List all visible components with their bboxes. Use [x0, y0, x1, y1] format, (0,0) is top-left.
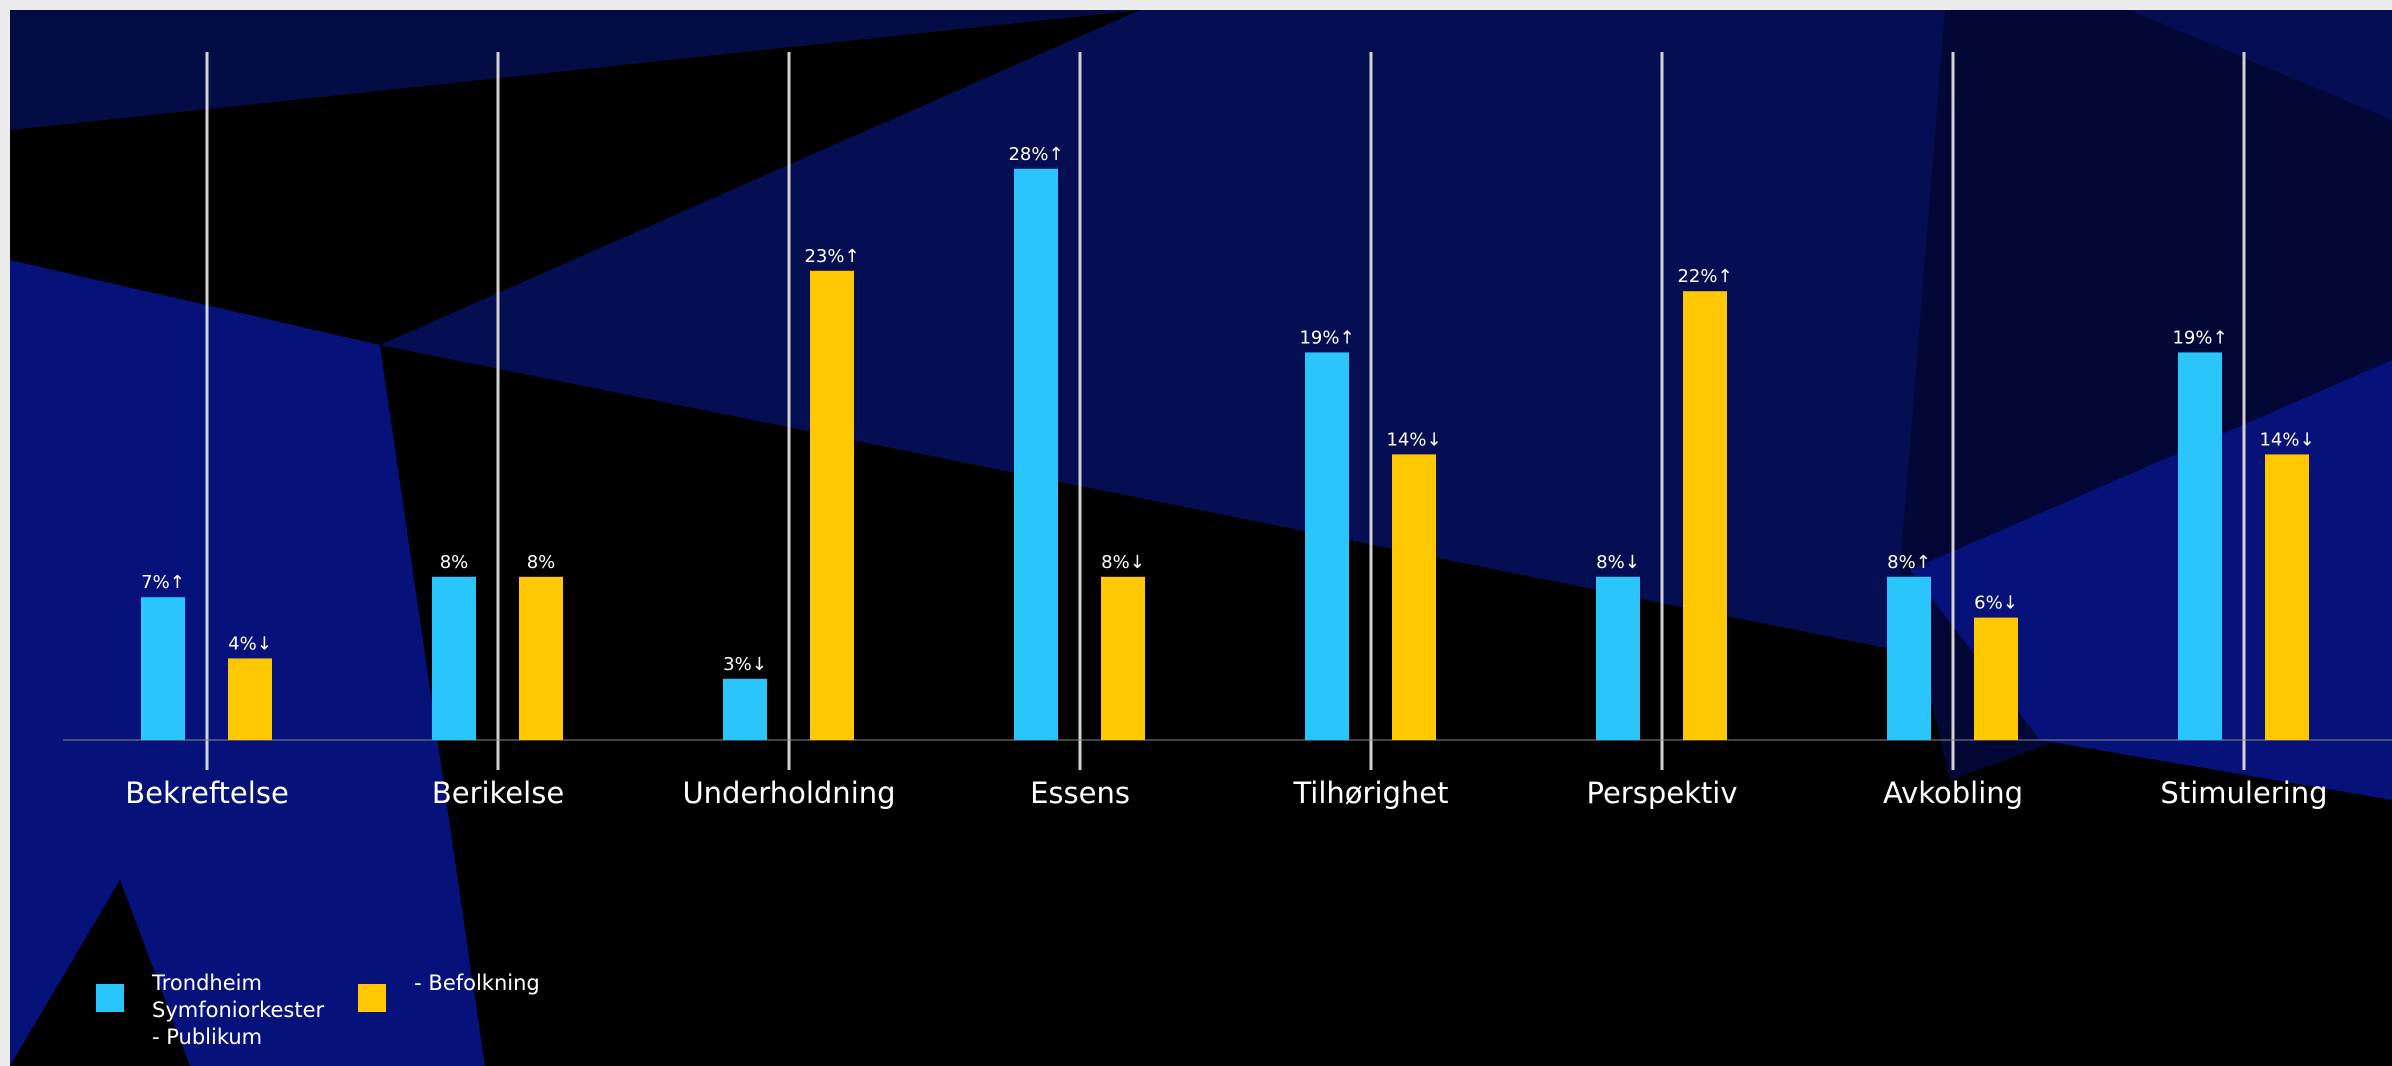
background-shape [10, 10, 1140, 130]
bar-befolkning [1101, 576, 1145, 740]
legend-item-publikum: Trondheim Symfoniorkester - Publikum [96, 970, 324, 1051]
background-shape [10, 880, 190, 1066]
bar-publikum [141, 597, 185, 740]
bar-befolkning [1683, 291, 1727, 740]
legend-label: - Befolkning [414, 971, 540, 995]
data-label: 28%↑ [1008, 144, 1063, 165]
legend-swatch [96, 984, 124, 1012]
data-label: 3%↓ [723, 654, 767, 675]
background-shape [380, 10, 2392, 750]
data-label: 8%↓ [1101, 552, 1145, 573]
bar-publikum [723, 678, 767, 740]
bar-publikum [1887, 576, 1931, 740]
category-label: Berikelse [432, 776, 564, 810]
data-label: 19%↑ [1299, 327, 1354, 348]
data-label: 6%↓ [1974, 593, 2018, 614]
legend-swatch [358, 984, 387, 1012]
bar-befolkning [1974, 617, 2018, 740]
bars [141, 168, 2309, 741]
category-label: Stimulering [2160, 776, 2327, 810]
data-label: 7%↑ [141, 572, 185, 593]
category-label: Perspektiv [1587, 776, 1738, 810]
data-label: 19%↑ [2172, 327, 2227, 348]
data-label: 8% [440, 552, 469, 573]
data-label: 14%↓ [1386, 429, 1441, 450]
category-label: Bekreftelse [125, 776, 289, 810]
category-label: Avkobling [1883, 776, 2023, 810]
bar-publikum [1305, 352, 1349, 740]
data-label: 8% [527, 552, 556, 573]
bar-befolkning [228, 658, 272, 740]
bar-befolkning [519, 576, 563, 740]
data-label: 8%↓ [1596, 552, 1640, 573]
data-label: 8%↑ [1887, 552, 1931, 573]
legend-item-befolkning: - Befolkning [358, 970, 540, 1012]
category-label: Underholdning [682, 776, 895, 810]
category-label: Essens [1030, 776, 1130, 810]
bar-publikum [432, 576, 476, 740]
bar-chart: 7%↑ 4%↓ 8% 8% 3%↓ 23%↑ 28%↑ 8%↓ 19%↑ 14%↓ 8%↓ 22%↑ 8… [10, 10, 2392, 1066]
value-labels: 7%↑ 4%↓ 8% 8% 3%↓ 23%↑ 28%↑ 8%↓ 19%↑ 14%↓ 8%↓ 22%↑ 8… [141, 144, 2314, 675]
data-label: 14%↓ [2259, 429, 2314, 450]
category-label: Tilhørighet [1292, 776, 1448, 810]
chart-panel: 7%↑ 4%↓ 8% 8% 3%↓ 23%↑ 28%↑ 8%↓ 19%↑ 14%↓ 8%↓ 22%↑ 8… [10, 10, 2392, 1066]
data-label: 23%↑ [804, 246, 859, 267]
background-shapes [10, 10, 2392, 1066]
data-label: 22%↑ [1677, 266, 1732, 287]
category-separators [205, 52, 2246, 770]
bar-befolkning [810, 270, 854, 740]
legend: Trondheim Symfoniorkester - Publikum - B… [96, 970, 574, 1051]
bar-publikum [2178, 352, 2222, 740]
bar-befolkning [2265, 454, 2309, 740]
data-label: 4%↓ [228, 633, 272, 654]
bar-publikum [1596, 576, 1640, 740]
category-labels: Bekreftelse Berikelse Underholdning Essens T… [125, 776, 2327, 810]
legend-label: Trondheim Symfoniorkester - Publikum [152, 971, 325, 1049]
bar-befolkning [1392, 454, 1436, 740]
bar-publikum [1014, 168, 1058, 741]
